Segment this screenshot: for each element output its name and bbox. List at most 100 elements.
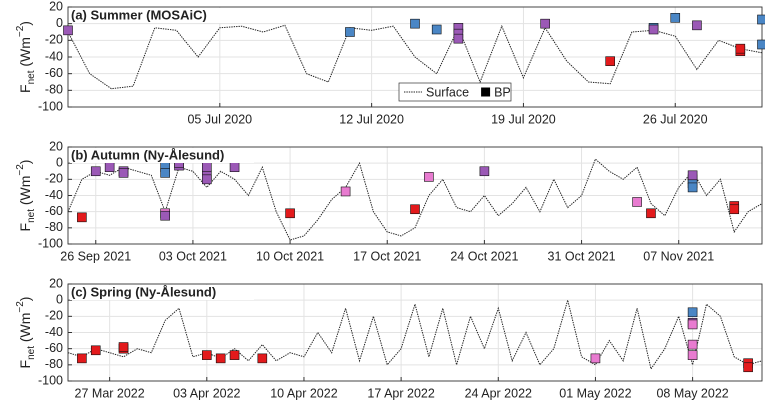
bp-marker [743, 362, 753, 373]
bp-marker [648, 24, 659, 35]
legend-marker [481, 87, 491, 97]
bp-marker [590, 353, 601, 364]
bp-marker [202, 350, 212, 360]
y-tick-label: -100 [38, 236, 63, 250]
y-tick-label: 20 [49, 139, 63, 153]
y-tick-label: -20 [45, 33, 63, 47]
y-label-part: net [26, 209, 37, 223]
y-axis-label: Fnet (Wm−2) [15, 21, 37, 93]
bp-marker [77, 353, 87, 364]
bp-marker [160, 168, 170, 178]
y-tick-label: 20 [49, 276, 63, 290]
y-tick-label: -60 [45, 66, 63, 80]
bp-marker [118, 168, 129, 178]
surface-line [67, 24, 763, 90]
bp-marker [90, 345, 101, 356]
y-label-part: net [26, 346, 37, 360]
x-tick-label: 26 Sep 2021 [60, 249, 131, 263]
y-label-part: F [17, 223, 33, 232]
y-label-part: (Wm [17, 313, 33, 346]
panel: -100 -80 -60 -40 -20 0 20 26 Sep 2021 03 Oct 202… [15, 139, 763, 263]
y-tick-label: 20 [49, 0, 63, 13]
y-tick-label: -60 [45, 341, 63, 355]
bp-marker [687, 182, 698, 193]
bp-marker [104, 162, 115, 173]
legend-label: Surface [426, 85, 469, 99]
y-label-part: ) [17, 297, 33, 302]
y-label-part: F [17, 84, 33, 93]
x-tick-label: 19 Jul 2020 [491, 112, 556, 126]
bp-marker [687, 307, 698, 318]
bp-marker [345, 27, 355, 37]
x-tick-label: 03 Apr 2022 [173, 386, 240, 400]
x-tick-label: 12 Jul 2020 [339, 112, 404, 126]
y-label-part: (Wm [17, 176, 33, 209]
plot-frame [67, 283, 763, 382]
bp-marker [632, 197, 642, 207]
x-tick-label: 08 May 2022 [656, 386, 728, 400]
x-tick-label: 26 Jul 2020 [643, 112, 708, 126]
bp-marker [160, 210, 170, 221]
panel-title: (a) Summer (MOSAiC) [71, 7, 207, 22]
y-tick-label: -60 [45, 204, 63, 218]
panel-title: (c) Spring (Ny-Ålesund) [71, 284, 216, 299]
bp-marker [215, 353, 226, 364]
bp-marker [410, 18, 420, 29]
bp-marker [605, 56, 615, 66]
x-tick-label: 10 Apr 2022 [270, 386, 337, 400]
y-label-part: net [26, 70, 37, 84]
bp-marker [670, 13, 681, 23]
x-tick-label: 17 Oct 2021 [353, 249, 421, 263]
bp-marker [540, 18, 550, 29]
bp-marker [340, 186, 351, 197]
y-tick-label: 0 [56, 292, 63, 306]
bp-marker [63, 25, 73, 36]
y-tick-label: -80 [45, 220, 63, 234]
y-tick-label: 0 [56, 16, 63, 30]
y-axis-label: Fnet (Wm−2) [15, 160, 37, 232]
surface-line [67, 158, 763, 241]
bp-marker [431, 24, 442, 35]
y-tick-label: -20 [45, 309, 63, 323]
y-tick-label: -100 [38, 99, 63, 113]
panel: -100 -80 -60 -40 -20 0 20 05 Jul 2020 12 Jul 202… [15, 0, 765, 126]
legend: Surface BP [398, 82, 512, 102]
title-bg [70, 148, 254, 163]
y-tick-label: -40 [45, 49, 63, 63]
bp-marker [453, 33, 464, 44]
x-tick-label: 07 Nov 2021 [643, 249, 714, 263]
plot-frame [67, 146, 763, 245]
y-tick-label: -40 [45, 188, 63, 202]
panel: -100 -80 -60 -40 -20 0 20 27 Mar 2022 03 Apr 202… [15, 276, 763, 400]
surface-line [67, 298, 763, 371]
bp-marker [229, 350, 240, 360]
y-tick-label: -20 [45, 172, 63, 186]
y-tick-label: -80 [45, 83, 63, 97]
legend-label: BP [494, 85, 511, 99]
bp-marker [410, 204, 420, 215]
bp-marker [77, 212, 87, 223]
y-tick-label: -40 [45, 325, 63, 339]
x-tick-label: 31 Oct 2021 [548, 249, 616, 263]
bp-marker [687, 339, 698, 350]
y-label-part: (Wm [17, 37, 33, 70]
bp-marker [692, 20, 702, 31]
bp-marker [118, 342, 129, 352]
y-tick-label: -100 [38, 373, 63, 387]
bp-marker [229, 162, 240, 173]
x-tick-label: 10 Oct 2021 [256, 249, 324, 263]
y-label-part: F [17, 360, 33, 369]
bp-marker [735, 43, 746, 54]
bp-marker [687, 319, 698, 330]
x-tick-label: 17 Apr 2022 [367, 386, 434, 400]
bp-marker [202, 162, 212, 173]
bp-marker [257, 353, 268, 364]
y-axis-label: Fnet (Wm−2) [15, 297, 37, 369]
bp-marker [687, 170, 698, 181]
bp-marker [202, 174, 212, 185]
y-tick-label: -80 [45, 357, 63, 371]
bp-marker [757, 39, 765, 50]
bp-marker [729, 204, 740, 215]
title-bg [70, 285, 254, 300]
